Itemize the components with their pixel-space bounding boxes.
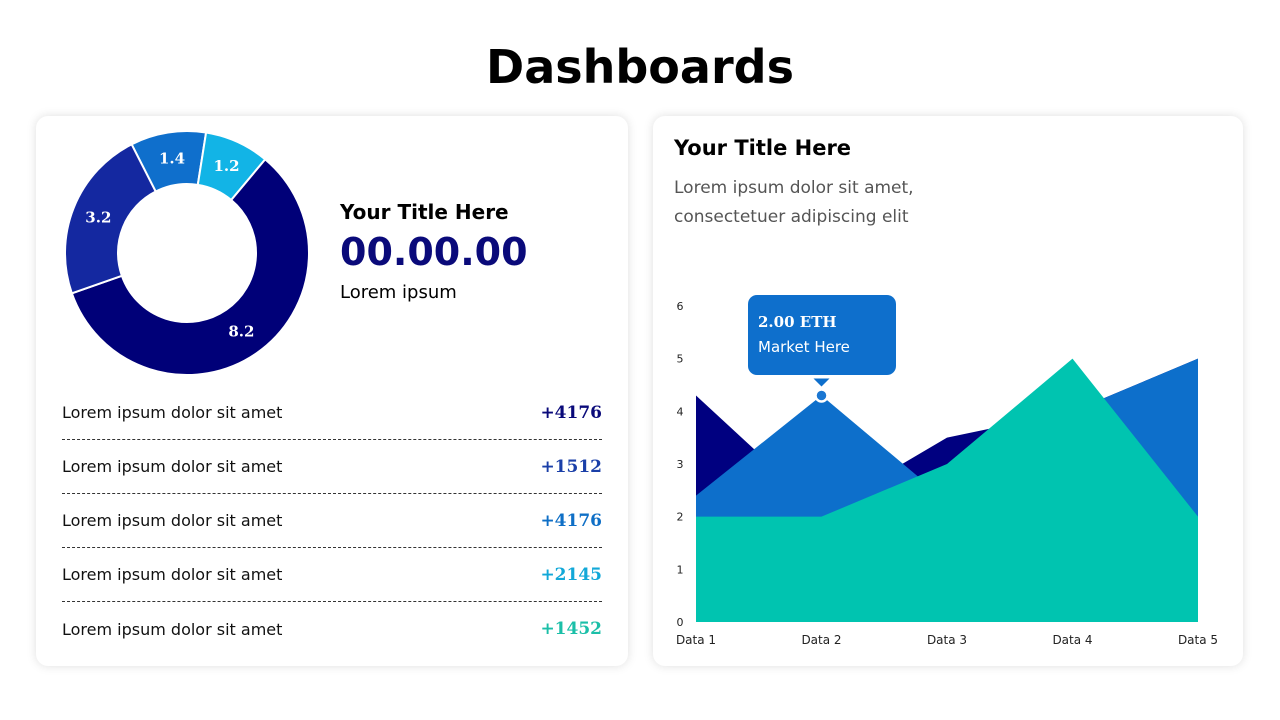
stat-value: +4176 [540,510,602,531]
donut-summary-card: 1.4 1.2 8.2 3.2 Your Title Here 00.00.00 Lo… [36,116,628,666]
y-tick-label: 6 [677,300,684,313]
stat-label: Lorem ipsum dolor sit amet [62,511,283,530]
x-tick-label: Data 3 [927,633,967,647]
y-tick-label: 2 [677,511,684,524]
stat-label: Lorem ipsum dolor sit amet [62,619,283,639]
stat-row: Lorem ipsum dolor sit amet +4176 [62,494,602,548]
area-series [696,358,1198,622]
stat-value: +1452 [540,619,602,639]
chart-card-description: Lorem ipsum dolor sit amet, consectetuer… [674,178,914,227]
donut-chart: 1.4 1.2 8.2 3.2 [64,130,310,376]
tooltip-subtitle: Market Here [758,338,850,356]
donut-slice-label: 1.4 [159,150,185,168]
page-title: Dashboards [486,40,794,94]
stat-row: Lorem ipsum dolor sit amet +1452 [62,602,602,656]
stat-list: Lorem ipsum dolor sit amet +4176 Lorem i… [62,386,602,656]
donut-slice [70,157,310,376]
stat-value: +4176 [540,402,602,423]
kpi-title: Your Title Here [340,200,509,224]
donut-slice [64,142,158,295]
tooltip-title: 2.00 ETH [758,313,837,331]
area-chart-card: Your Title Here Lorem ipsum dolor sit am… [653,116,1243,666]
x-tick-label: Data 1 [676,633,716,647]
donut-slice-label: 3.2 [85,208,111,226]
stat-label: Lorem ipsum dolor sit amet [62,457,283,476]
y-tick-label: 4 [677,405,684,418]
y-tick-label: 0 [677,616,684,629]
stat-label: Lorem ipsum dolor sit amet [62,565,283,584]
chart-card-title: Your Title Here [674,136,852,160]
stat-row: Lorem ipsum dolor sit amet +1512 [62,440,602,494]
kpi-value: 00.00.00 [340,230,528,274]
stat-label: Lorem ipsum dolor sit amet [62,403,283,422]
x-tick-label: Data 4 [1052,633,1092,647]
area-chart: 0 1 2 3 4 5 6 Data 1 Data 2 Data 3 Data 4 Data 5 [676,300,1218,647]
y-tick-label: 3 [677,458,684,471]
donut-slice-label: 8.2 [228,323,254,341]
stat-row: Lorem ipsum dolor sit amet +4176 [62,386,602,440]
y-tick-label: 1 [677,563,684,576]
donut-slice-label: 1.2 [213,157,239,175]
y-tick-label: 5 [677,353,684,366]
highlight-point [814,388,829,403]
x-tick-label: Data 2 [801,633,841,647]
chart-tooltip: 2.00 ETH Market Here [748,295,896,375]
stat-value: +2145 [540,564,602,585]
tooltip-pointer [813,378,830,387]
x-tick-label: Data 5 [1178,633,1218,647]
kpi-subtitle: Lorem ipsum [340,282,457,303]
stat-row: Lorem ipsum dolor sit amet +2145 [62,548,602,602]
stat-value: +1512 [540,456,602,477]
